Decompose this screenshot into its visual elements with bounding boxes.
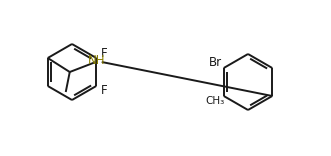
Text: NH: NH <box>88 54 106 68</box>
Text: F: F <box>101 47 107 60</box>
Text: Br: Br <box>209 56 222 70</box>
Text: CH₃: CH₃ <box>206 96 225 106</box>
Text: F: F <box>101 84 107 97</box>
